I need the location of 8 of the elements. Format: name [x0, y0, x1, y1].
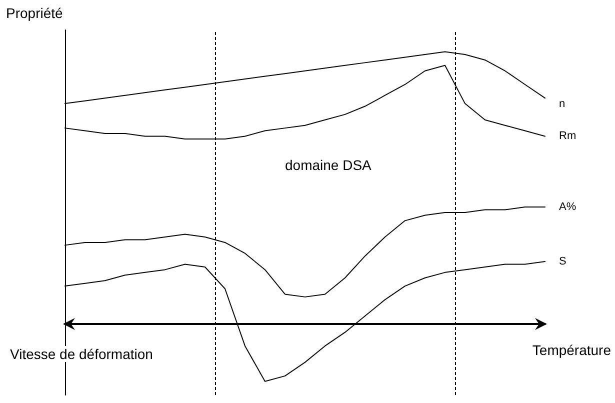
series-label: Rm [559, 130, 576, 142]
series-label: A% [559, 201, 576, 214]
y-axis-title: Propriété [6, 5, 64, 21]
series-label: n [559, 98, 566, 110]
series-label: S [559, 256, 566, 268]
annotation: Vitesse de déformation [10, 346, 153, 362]
x-axis-title: Température [532, 342, 612, 358]
annotation: domaine DSA [285, 157, 372, 173]
